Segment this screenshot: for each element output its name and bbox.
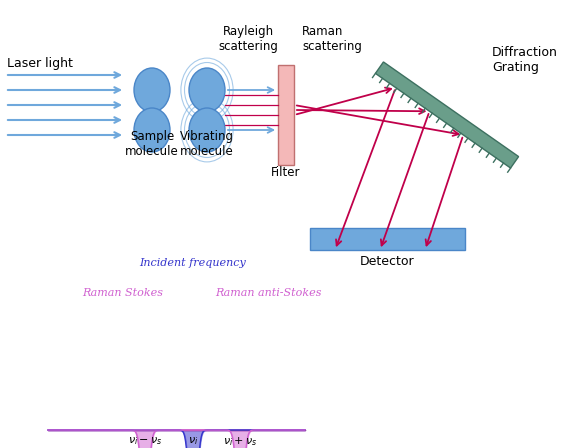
Text: Rayleigh
scattering: Rayleigh scattering — [218, 25, 278, 53]
Text: Filter: Filter — [271, 166, 301, 179]
Text: Vibrating
molecule: Vibrating molecule — [180, 130, 234, 158]
Text: Incident frequency: Incident frequency — [140, 258, 247, 268]
Ellipse shape — [189, 108, 225, 152]
Text: Raman Stokes: Raman Stokes — [82, 288, 164, 298]
Bar — [310, 228, 465, 250]
Text: $\nu_i - \nu_s$: $\nu_i - \nu_s$ — [128, 435, 162, 447]
Text: Sample
molecule: Sample molecule — [125, 130, 179, 158]
Polygon shape — [375, 62, 519, 168]
Text: Raman anti-Stokes: Raman anti-Stokes — [214, 288, 321, 298]
Bar — [278, 65, 294, 165]
Text: Raman
scattering: Raman scattering — [302, 25, 362, 53]
Text: $\nu_i$: $\nu_i$ — [188, 435, 198, 447]
Ellipse shape — [134, 68, 170, 112]
Text: Laser light: Laser light — [7, 56, 73, 69]
Text: Detector: Detector — [360, 255, 415, 268]
Text: Diffraction
Grating: Diffraction Grating — [492, 46, 558, 74]
Ellipse shape — [189, 68, 225, 112]
Text: $\nu_i + \nu_s$: $\nu_i + \nu_s$ — [223, 435, 257, 448]
Ellipse shape — [134, 108, 170, 152]
